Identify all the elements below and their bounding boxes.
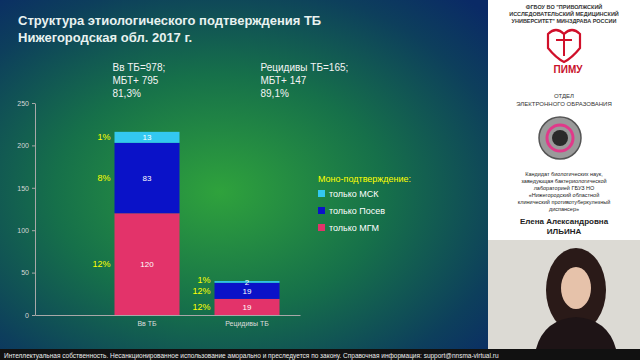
bar-segment bbox=[215, 299, 280, 315]
share-label: 1% bbox=[197, 275, 210, 285]
data-label: 2 bbox=[245, 278, 250, 287]
institution-line: ИССЛЕДОВАТЕЛЬСКИЙ МЕДИЦИНСКИЙ bbox=[509, 10, 619, 17]
speaker-info-line: клинический противотуберкулезный bbox=[518, 199, 610, 205]
share-label: 8% bbox=[97, 173, 110, 183]
y-tick-mark bbox=[32, 230, 35, 231]
share-label: 1% bbox=[97, 132, 110, 142]
y-axis: 0 50 100 150 200 250 bbox=[17, 100, 35, 319]
y-tick: 150 bbox=[17, 185, 35, 192]
data-label: 19 bbox=[243, 287, 252, 296]
chart-container: Структура этиологического подтверждения … bbox=[0, 0, 640, 360]
speaker-name: ИЛЬИНА bbox=[547, 227, 582, 236]
logo-mark bbox=[556, 34, 572, 56]
department-line: ЭЛЕКТРОННОГО ОБРАЗОВАНИЯ bbox=[516, 101, 611, 107]
department-line: ОТДЕЛ bbox=[554, 93, 574, 99]
y-tick-mark bbox=[32, 188, 35, 189]
speaker-info-line: лабораторией ГБУЗ НО bbox=[534, 185, 595, 191]
y-tick-label: 100 bbox=[17, 227, 29, 234]
data-label: 19 bbox=[243, 303, 252, 312]
side-panel-background bbox=[488, 0, 640, 349]
x-tick-label: Рецидивы ТБ bbox=[225, 320, 269, 328]
y-tick-label: 200 bbox=[17, 142, 29, 149]
annotation: МБТ+ 795 bbox=[113, 75, 159, 86]
y-tick: 250 bbox=[17, 100, 35, 107]
chart-svg: Структура этиологического подтверждения … bbox=[0, 0, 640, 360]
legend: Моно-подтверждение: только МСК только Посе… bbox=[318, 174, 411, 233]
y-tick: 50 bbox=[21, 269, 35, 276]
bar-segment bbox=[115, 132, 180, 143]
photo-face bbox=[561, 267, 591, 309]
photo-body bbox=[536, 317, 616, 349]
y-tick-mark bbox=[32, 145, 35, 146]
legend-swatch bbox=[318, 224, 325, 231]
footer-background bbox=[0, 349, 640, 360]
data-label: 83 bbox=[143, 174, 152, 183]
speaker-info-line: «Нижегородский областной bbox=[529, 192, 600, 198]
institution-line: УНИВЕРСИТЕТ" МИНЗДРАВА РОССИИ bbox=[512, 18, 617, 24]
bar-segment bbox=[115, 213, 180, 315]
y-tick: 0 bbox=[25, 312, 35, 319]
share-label: 12% bbox=[192, 302, 210, 312]
legend-entry: только МГМ bbox=[329, 223, 379, 233]
x-tick-label: Вв ТБ bbox=[137, 320, 157, 327]
annotation: 89,1% bbox=[261, 88, 289, 99]
speaker-info-line: заведующая бактериологической bbox=[521, 178, 606, 184]
annotation: 81,3% bbox=[113, 88, 141, 99]
annotation: Вв ТБ=978; bbox=[113, 62, 166, 73]
y-axis-line bbox=[35, 104, 36, 316]
y-tick-label: 50 bbox=[21, 269, 29, 276]
bars bbox=[115, 132, 280, 315]
y-tick: 200 bbox=[17, 142, 35, 149]
speaker-name: Елена Александровна bbox=[520, 217, 609, 226]
data-label: 120 bbox=[140, 260, 154, 269]
emblem bbox=[539, 117, 581, 159]
y-tick-mark bbox=[32, 273, 35, 274]
annotation: МБТ+ 147 bbox=[261, 75, 307, 86]
y-tick-mark bbox=[32, 103, 35, 104]
logo-mark bbox=[548, 30, 580, 62]
data-label: 13 bbox=[143, 133, 152, 142]
x-tick: Рецидивы ТБ bbox=[225, 320, 269, 328]
speaker-info-line: Кандидат биологических наук, bbox=[525, 171, 603, 177]
legend-entry: только МСК bbox=[329, 189, 379, 199]
slide-background bbox=[0, 0, 488, 349]
x-axis-line bbox=[36, 315, 301, 316]
annotation: Рецидивы ТБ=165; bbox=[261, 62, 349, 73]
chart-title: Нижегородская обл. 2017 г. bbox=[18, 30, 192, 45]
photo-background bbox=[488, 240, 640, 349]
x-axis: Вв ТБ Рецидивы ТБ bbox=[36, 316, 301, 329]
legend-swatch bbox=[318, 207, 325, 214]
y-tick-label: 250 bbox=[17, 100, 29, 107]
y-tick-label: 0 bbox=[25, 312, 29, 319]
logo-text: ПИМУ bbox=[554, 64, 584, 75]
legend-title: Моно-подтверждение: bbox=[318, 174, 411, 184]
side-panel: ФГБОУ ВО "ПРИВОЛЖСКИЙИССЛЕДОВАТЕЛЬСКИЙ М… bbox=[488, 0, 640, 349]
emblem bbox=[552, 130, 568, 146]
y-tick-mark bbox=[32, 315, 35, 316]
footer-text: Интеллектуальная собственность. Несанкци… bbox=[4, 352, 499, 360]
chart-title: Структура этиологического подтверждения … bbox=[18, 13, 321, 28]
x-tick: Вв ТБ bbox=[137, 320, 157, 327]
legend-swatch bbox=[318, 190, 325, 197]
y-tick-label: 150 bbox=[17, 185, 29, 192]
institution-line: ФГБОУ ВО "ПРИВОЛЖСКИЙ bbox=[526, 3, 603, 10]
share-label: 12% bbox=[92, 259, 110, 269]
legend-entry: только Посев bbox=[329, 206, 385, 216]
emblem bbox=[547, 125, 573, 151]
bar-segment bbox=[115, 143, 180, 213]
y-tick: 100 bbox=[17, 227, 35, 234]
share-label: 12% bbox=[192, 286, 210, 296]
speaker-info-line: диспансер» bbox=[549, 206, 579, 212]
